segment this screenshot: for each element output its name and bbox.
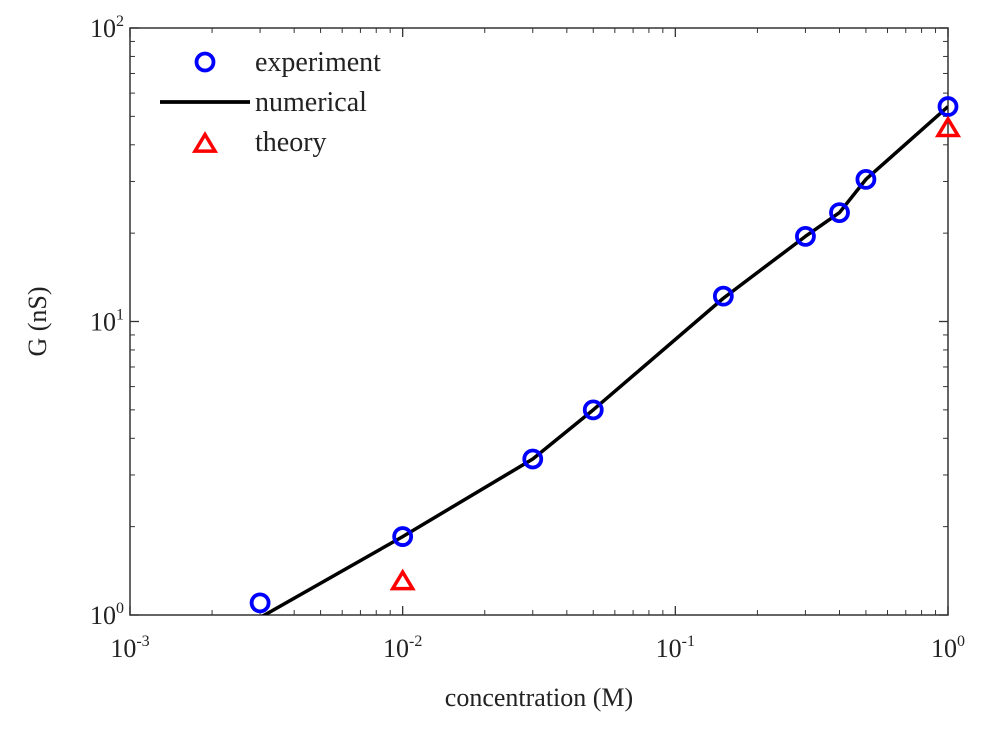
y-tick-label: 102 (90, 13, 124, 43)
x-tick-label: 10-1 (656, 633, 695, 663)
x-axis-label: concentration (M) (445, 683, 633, 712)
point-experiment (855, 168, 877, 190)
y-axis-label: G (nS) (23, 286, 52, 356)
y-tick-label: 100 (90, 600, 124, 630)
legend-marker-theory (191, 131, 219, 153)
x-tick-label: 100 (931, 633, 965, 663)
data-layer (249, 96, 962, 615)
y-tick-label: 101 (90, 307, 124, 337)
legend-label-numerical: numerical (255, 87, 367, 118)
x-tick-label: 10-2 (383, 633, 422, 663)
point-experiment (249, 592, 271, 614)
legend-label-theory: theory (255, 127, 327, 158)
point-experiment (829, 202, 850, 223)
point-experiment (582, 399, 604, 421)
point-experiment (712, 285, 734, 307)
point-experiment (937, 96, 959, 117)
legend: experiment numerical theory (160, 47, 381, 158)
point-theory (389, 568, 416, 591)
point-experiment (795, 225, 816, 247)
plot-frame (129, 27, 949, 616)
axes-layer: 10-3 10-2 10-1 100 100 101 102 concentration (M… (23, 13, 965, 712)
series-line-numerical (261, 105, 948, 615)
point-experiment (392, 526, 414, 547)
legend-label-experiment: experiment (255, 47, 381, 78)
legend-marker-experiment (194, 51, 216, 73)
point-experiment (522, 448, 544, 470)
point-theory (934, 115, 962, 138)
x-tick-label: 10-3 (110, 633, 149, 663)
